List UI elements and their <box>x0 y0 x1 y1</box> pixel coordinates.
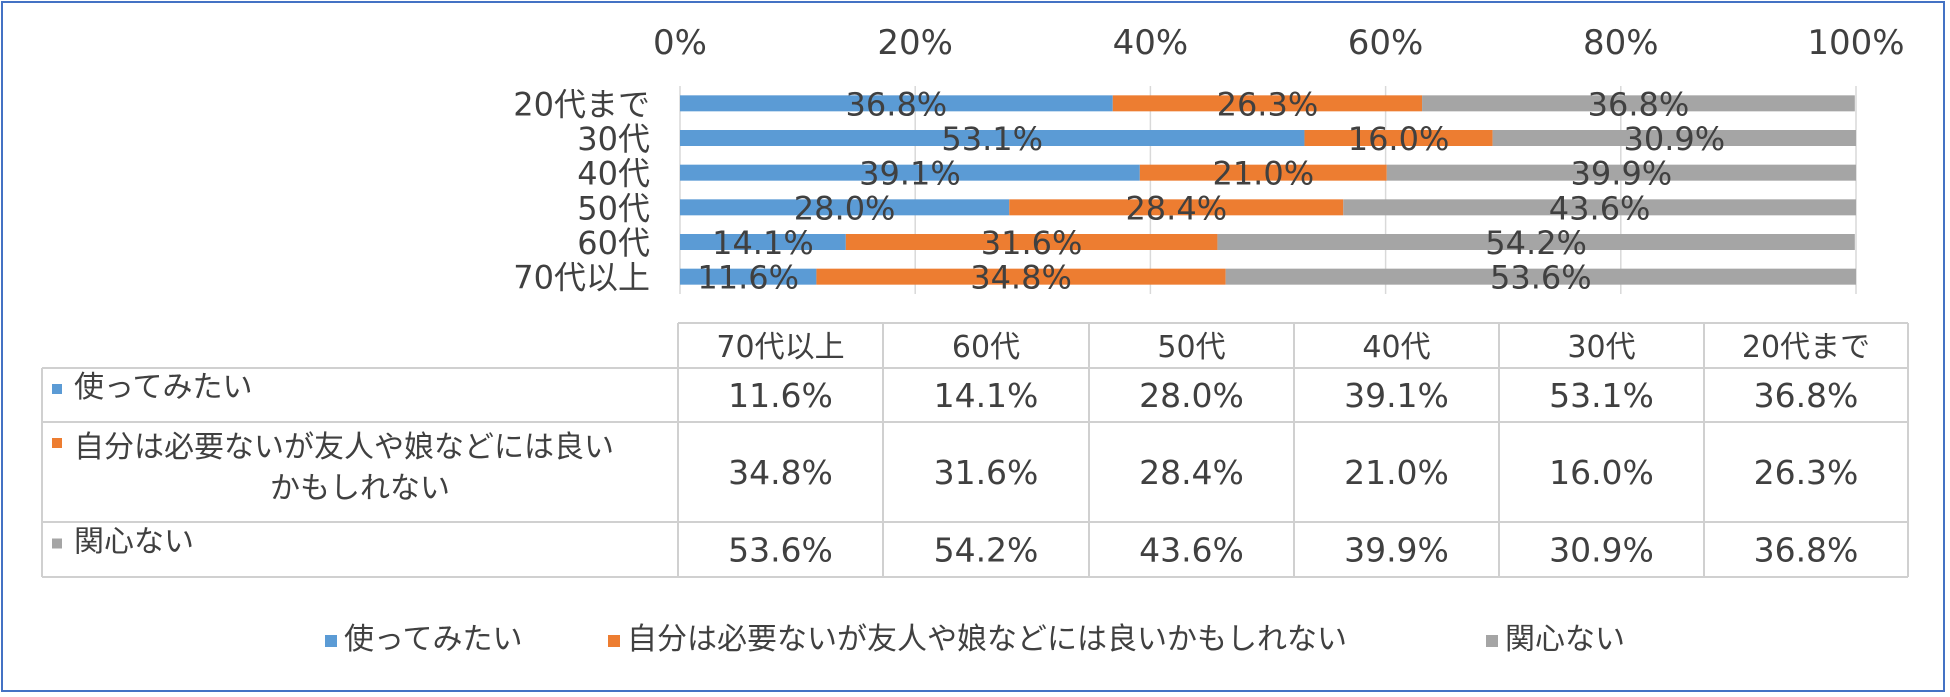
y-category-label: 60代 <box>577 224 650 262</box>
table-value-cell: 31.6% <box>934 453 1039 492</box>
bar-data-labels: 36.8% 26.3% 36.8%53.1% 16.0% 30.9%39.1% 21.0%… <box>697 85 1725 296</box>
gridlines <box>679 86 1857 294</box>
bar-segment <box>680 95 1113 112</box>
table-value-cell: 36.8% <box>1754 531 1859 570</box>
bar-data-label: 31.6% <box>981 224 1083 262</box>
x-tick-label: 0% <box>653 23 707 63</box>
legend-key <box>1486 635 1498 647</box>
bar-segment <box>1009 199 1344 216</box>
x-tick-label: 20% <box>877 23 953 63</box>
bar-segment <box>1225 268 1856 285</box>
table-value-cell: 53.6% <box>728 531 833 570</box>
table-header-cell: 50代 <box>1157 330 1225 365</box>
table-row-label: 自分は必要ないが友人や娘などには良い <box>74 430 614 465</box>
bar-data-label: 16.0% <box>1348 120 1450 158</box>
bar-segment <box>1343 199 1856 216</box>
y-category-label: 40代 <box>577 155 650 193</box>
x-axis-tick-labels: 0% 20% 40% 60% 80% 100% <box>653 23 1905 63</box>
legend-label: 自分は必要ないが友人や娘などには良いかもしれない <box>627 622 1347 657</box>
x-tick-label: 60% <box>1348 23 1424 63</box>
table-value-cell: 43.6% <box>1139 531 1244 570</box>
y-category-label: 50代 <box>577 189 650 227</box>
x-tick-label: 80% <box>1583 23 1659 63</box>
legend-label: 使ってみたい <box>344 622 523 657</box>
bars <box>680 95 1856 285</box>
table-value-cell: 28.4% <box>1139 453 1244 492</box>
x-tick-label: 100% <box>1807 23 1904 63</box>
bar-data-label: 39.1% <box>859 155 961 193</box>
table-value-cell: 16.0% <box>1549 453 1654 492</box>
bar-segment <box>680 164 1140 181</box>
legend-label: 関心ない <box>1505 622 1625 657</box>
bar-data-label: 26.3% <box>1217 85 1319 123</box>
table-row-label: 関心ない <box>74 525 194 560</box>
table-value-cell: 36.8% <box>1754 376 1859 415</box>
table-value-cell: 54.2% <box>934 531 1039 570</box>
bar-segment <box>1386 164 1856 181</box>
bar-data-label: 30.9% <box>1623 120 1725 158</box>
bar-segment <box>1217 234 1855 250</box>
table-value-cell: 53.1% <box>1549 376 1654 415</box>
bar-segment <box>1304 130 1493 146</box>
bar-segment <box>680 130 1305 146</box>
bar-data-label: 36.8% <box>1588 85 1690 123</box>
table-value-cell: 39.9% <box>1344 531 1449 570</box>
bar-data-label: 54.2% <box>1485 224 1587 262</box>
bar-segment <box>1139 164 1387 181</box>
table-value-cell: 39.1% <box>1344 376 1449 415</box>
bar-segment <box>1492 130 1856 146</box>
table-value-cell: 11.6% <box>728 376 833 415</box>
table-value-cell: 28.0% <box>1139 376 1244 415</box>
y-category-label: 70代以上 <box>513 259 650 297</box>
legend-key <box>608 635 620 647</box>
bar-data-label: 14.1% <box>712 224 814 262</box>
table-header-cell: 30代 <box>1567 330 1635 365</box>
y-category-label: 30代 <box>577 120 650 158</box>
legend: 使ってみたい 自分は必要ないが友人や娘などには良いかもしれない 関心ない <box>325 622 1625 657</box>
bar-data-label: 36.8% <box>846 85 948 123</box>
bar-segment <box>1112 95 1423 112</box>
bar-data-label: 34.8% <box>970 259 1072 297</box>
bar-data-label: 28.4% <box>1125 189 1227 227</box>
bar-segment <box>816 268 1226 285</box>
bar-segment <box>680 268 817 285</box>
table-legend-key <box>52 438 62 448</box>
bar-data-label: 53.1% <box>941 120 1043 158</box>
table-row-label-line2: かもしれない <box>270 471 450 506</box>
table-value-cell: 30.9% <box>1549 531 1654 570</box>
table-header-cell: 20代まで <box>1742 330 1870 365</box>
table-value-cell: 21.0% <box>1344 453 1449 492</box>
legend-key <box>325 635 337 647</box>
bar-segment <box>1422 95 1855 112</box>
table-legend-key <box>52 384 62 394</box>
bar-segment <box>680 234 846 250</box>
table-legend-key <box>52 538 62 549</box>
table-row-label: 使ってみたい <box>74 370 253 405</box>
bar-segment <box>680 199 1010 216</box>
x-tick-label: 40% <box>1113 23 1189 63</box>
bar-data-label: 39.9% <box>1571 155 1673 193</box>
table-header-cell: 60代 <box>952 330 1020 365</box>
bar-data-label: 21.0% <box>1212 155 1314 193</box>
bar-data-label: 28.0% <box>794 189 896 227</box>
bar-segment <box>845 234 1218 250</box>
y-category-label: 20代まで <box>513 85 650 123</box>
bar-data-label: 11.6% <box>697 259 799 297</box>
table-value-cell: 14.1% <box>934 376 1039 415</box>
table-header-cell: 40代 <box>1362 330 1430 365</box>
bar-data-label: 53.6% <box>1490 259 1592 297</box>
table-value-cell: 26.3% <box>1754 453 1859 492</box>
table-value-cell: 34.8% <box>728 453 833 492</box>
bar-data-label: 43.6% <box>1549 189 1651 227</box>
table-header-cell: 70代以上 <box>716 330 844 365</box>
